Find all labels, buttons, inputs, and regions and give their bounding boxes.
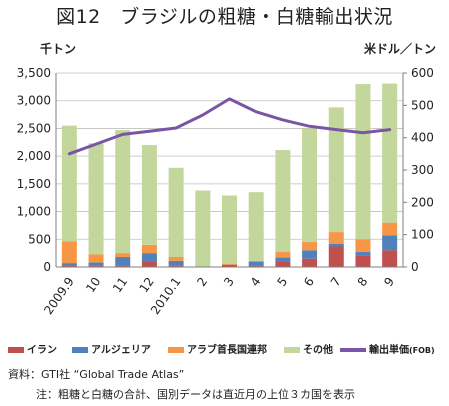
- bar-segment-algeria: [141, 253, 157, 262]
- chart-canvas: 0 500 1,000 1,500 2,000 2,500 3,000 3,500 0 100 20…: [17, 66, 434, 317]
- x-tick-label: 11: [110, 275, 130, 296]
- bar-segment-uae: [328, 232, 344, 244]
- bar-segment-other: [382, 83, 398, 223]
- legend: イラン アルジェリア アラブ首長国連邦 その他 輸出単価(FOB): [0, 341, 449, 357]
- bar-segment-iran: [248, 265, 264, 267]
- bar-segment-iran: [355, 255, 371, 267]
- x-tick-label: 5: [274, 275, 290, 289]
- bar-segment-other: [275, 150, 291, 253]
- bar-segment-uae: [355, 239, 371, 253]
- bar-segment-other: [141, 145, 157, 245]
- bar-segment-iran: [328, 246, 344, 267]
- y-tick-label-left: 0: [43, 260, 51, 274]
- chart-title: 図12 ブラジルの粗糖・白糖輸出状況: [56, 6, 393, 28]
- bar-segment-other: [302, 128, 318, 243]
- x-tick-label: 6: [301, 275, 317, 289]
- bar-segment-algeria: [302, 250, 318, 259]
- legend-item-uae: アラブ首長国連邦: [168, 341, 267, 356]
- bar-segment-iran: [61, 265, 77, 267]
- x-tick-label: 8: [355, 275, 371, 289]
- y-tick-label-right: 400: [411, 131, 434, 145]
- left-axis-unit: 千トン: [40, 42, 77, 56]
- legend-label-iran: イラン: [27, 345, 57, 356]
- legend-label-other: その他: [303, 345, 333, 356]
- bar-segment-iran: [141, 261, 157, 267]
- legend-label-uae: アラブ首長国連邦: [187, 345, 267, 356]
- legend-label-price: 輸出単価: [369, 345, 409, 356]
- bar-segment-uae: [61, 241, 77, 264]
- bar-segment-other: [248, 192, 264, 262]
- bar-segment-uae: [141, 244, 157, 254]
- footnote: 注：粗糖と白糖の合計、国別データは直近月の上位３カ国を表示: [36, 388, 355, 401]
- y-tick-label-left: 3,500: [17, 66, 51, 80]
- bar-segment-uae: [115, 253, 131, 258]
- legend-swatch-price: [340, 348, 366, 352]
- bar-segment-uae: [168, 257, 184, 261]
- y-tick-label-left: 2,500: [17, 121, 51, 135]
- bar-segment-iran: [168, 265, 184, 267]
- bar-segment-other: [88, 143, 104, 255]
- right-axis-unit: 米ドル／トン: [364, 42, 437, 56]
- bar-segment-algeria: [275, 257, 291, 262]
- y-tick-label-right: 600: [411, 66, 434, 80]
- bar-segment-algeria: [88, 262, 104, 266]
- legend-swatch-uae: [168, 347, 184, 353]
- legend-item-algeria: アルジェリア: [72, 341, 151, 356]
- bar-segment-algeria: [61, 263, 77, 266]
- y-tick-label-right: 300: [411, 163, 434, 177]
- bar-segment-algeria: [355, 252, 371, 256]
- bar-segment-uae: [382, 222, 398, 236]
- bar-segment-algeria: [382, 235, 398, 251]
- y-tick-label-left: 2,000: [17, 149, 51, 163]
- bar-segment-other: [195, 190, 211, 267]
- bar-segment-algeria: [248, 261, 264, 266]
- bar-segment-uae: [222, 263, 237, 265]
- legend-item-other: その他: [284, 341, 333, 356]
- bar-segment-other: [115, 130, 131, 254]
- y-tick-label-right: 100: [411, 228, 434, 242]
- x-tick-label: 2: [194, 275, 210, 289]
- bar-segment-uae: [275, 252, 291, 258]
- x-tick-label: 7: [328, 275, 344, 289]
- bar-segment-uae: [88, 254, 104, 263]
- bar-segment-iran: [382, 250, 398, 267]
- y-tick-label-left: 1,000: [17, 205, 51, 219]
- bar-segment-other: [61, 125, 77, 242]
- bar-segment-algeria: [115, 257, 131, 266]
- y-tick-label-left: 3,000: [17, 94, 51, 108]
- bar-segment-uae: [302, 242, 318, 251]
- bar-segment-other: [328, 107, 344, 233]
- y-tick-label-left: 500: [28, 232, 51, 246]
- legend-label-algeria: アルジェリア: [91, 345, 151, 356]
- bar-segment-iran: [222, 264, 237, 267]
- bar-segment-algeria: [328, 243, 344, 247]
- legend-swatch-iran: [8, 347, 24, 353]
- price-line: [67, 97, 392, 156]
- bar-segment-other: [168, 167, 184, 258]
- x-tick-label: 2009.9: [41, 275, 77, 317]
- bar-segment-iran: [302, 258, 318, 267]
- y-tick-label-right: 500: [411, 98, 434, 112]
- bar-segment-iran: [275, 261, 291, 267]
- legend-item-price: 輸出単価(FOB): [340, 341, 435, 356]
- y-tick-label-right: 200: [411, 195, 434, 209]
- bar-segment-iran: [115, 265, 131, 267]
- source-note: 資料：GTI社 “Global Trade Atlas”: [8, 368, 185, 381]
- x-tick-label: 4: [248, 275, 264, 289]
- legend-label-price-suffix: (FOB): [409, 346, 435, 355]
- bar-segment-algeria: [168, 260, 184, 266]
- y-tick-label-right: 0: [411, 260, 419, 274]
- bar-segment-other: [222, 195, 237, 264]
- legend-swatch-other: [284, 347, 300, 353]
- x-tick-label: 9: [381, 275, 397, 289]
- x-tick-label: 12: [137, 275, 157, 296]
- bar-segment-other: [355, 84, 371, 240]
- x-tick-label: 10: [83, 275, 103, 296]
- y-tick-label-left: 1,500: [17, 177, 51, 191]
- x-tick-label: 3: [221, 275, 237, 289]
- bar-segment-iran: [88, 265, 104, 267]
- legend-swatch-algeria: [72, 347, 88, 353]
- legend-item-iran: イラン: [8, 341, 57, 356]
